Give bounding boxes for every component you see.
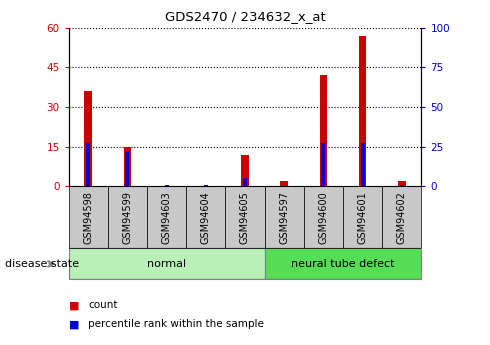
- Text: ■: ■: [69, 319, 79, 329]
- Text: GSM94603: GSM94603: [162, 191, 172, 244]
- Text: GDS2470 / 234632_x_at: GDS2470 / 234632_x_at: [165, 10, 325, 23]
- Bar: [243, 178, 247, 186]
- Bar: [165, 185, 169, 186]
- Text: neural tube defect: neural tube defect: [291, 259, 395, 269]
- Text: count: count: [88, 300, 118, 310]
- Bar: [265, 186, 304, 248]
- Text: GSM94602: GSM94602: [397, 191, 407, 244]
- Text: GSM94597: GSM94597: [279, 191, 289, 244]
- Bar: [225, 186, 265, 248]
- Text: GSM94604: GSM94604: [201, 191, 211, 244]
- Bar: [265, 248, 421, 279]
- Bar: [204, 185, 208, 186]
- Text: ■: ■: [69, 300, 79, 310]
- Bar: [400, 185, 404, 186]
- Text: normal: normal: [147, 259, 186, 269]
- Bar: [343, 186, 382, 248]
- Bar: [398, 181, 406, 186]
- Bar: [123, 147, 131, 186]
- Bar: [304, 186, 343, 248]
- Text: GSM94598: GSM94598: [83, 191, 93, 244]
- Bar: [186, 186, 225, 248]
- Text: GSM94605: GSM94605: [240, 191, 250, 244]
- Bar: [241, 155, 249, 186]
- Bar: [69, 186, 108, 248]
- Bar: [125, 151, 129, 186]
- Text: percentile rank within the sample: percentile rank within the sample: [88, 319, 264, 329]
- Bar: [321, 144, 325, 186]
- Bar: [69, 248, 265, 279]
- Text: disease state: disease state: [5, 259, 79, 269]
- Bar: [359, 36, 367, 186]
- Bar: [361, 144, 365, 186]
- Text: GSM94599: GSM94599: [122, 191, 132, 244]
- Bar: [86, 144, 90, 186]
- Bar: [84, 91, 92, 186]
- Bar: [280, 181, 288, 186]
- Bar: [319, 75, 327, 186]
- Text: GSM94601: GSM94601: [358, 191, 368, 244]
- Bar: [147, 186, 186, 248]
- Text: GSM94600: GSM94600: [318, 191, 328, 244]
- Bar: [382, 186, 421, 248]
- Bar: [108, 186, 147, 248]
